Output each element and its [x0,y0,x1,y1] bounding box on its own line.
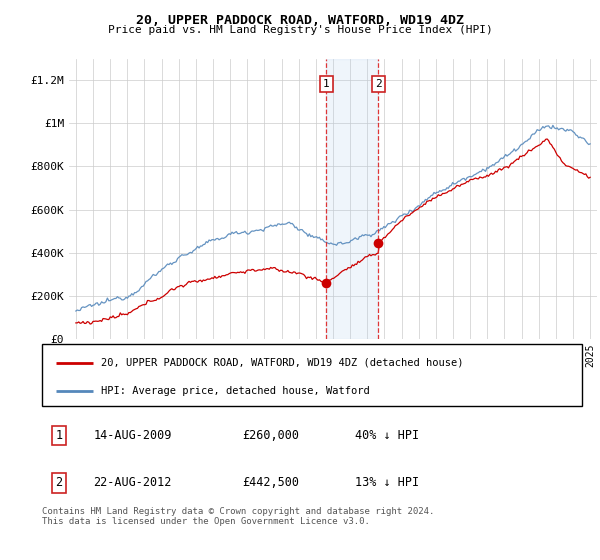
Text: £442,500: £442,500 [242,477,299,489]
Bar [326,59,378,339]
Text: Price paid vs. HM Land Registry's House Price Index (HPI): Price paid vs. HM Land Registry's House … [107,25,493,35]
Text: 40% ↓ HPI: 40% ↓ HPI [355,429,419,442]
Text: HPI: Average price, detached house, Watford: HPI: Average price, detached house, Watf… [101,386,370,395]
Text: 20, UPPER PADDOCK ROAD, WATFORD, WD19 4DZ: 20, UPPER PADDOCK ROAD, WATFORD, WD19 4D… [136,14,464,27]
Text: 1: 1 [323,79,330,89]
Text: 20, UPPER PADDOCK ROAD, WATFORD, WD19 4DZ (detached house): 20, UPPER PADDOCK ROAD, WATFORD, WD19 4D… [101,358,464,368]
Text: 13% ↓ HPI: 13% ↓ HPI [355,477,419,489]
Text: 22-AUG-2012: 22-AUG-2012 [94,477,172,489]
Text: 2: 2 [56,477,62,489]
Text: 14-AUG-2009: 14-AUG-2009 [94,429,172,442]
Text: £260,000: £260,000 [242,429,299,442]
Text: 2: 2 [375,79,382,89]
Text: 1: 1 [56,429,62,442]
Text: Contains HM Land Registry data © Crown copyright and database right 2024.
This d: Contains HM Land Registry data © Crown c… [42,507,434,526]
